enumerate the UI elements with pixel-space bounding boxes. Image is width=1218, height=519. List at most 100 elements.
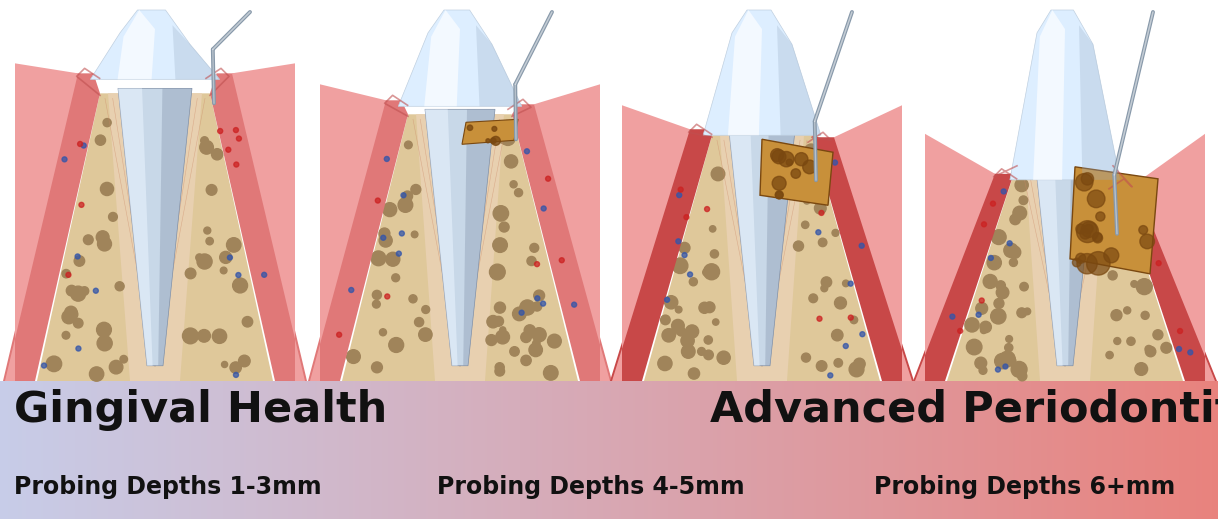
Bar: [907, 381, 910, 519]
Bar: [414, 381, 417, 519]
Circle shape: [688, 272, 693, 277]
Bar: [972, 381, 976, 519]
Bar: [435, 381, 437, 519]
Circle shape: [704, 302, 715, 312]
Bar: [286, 381, 289, 519]
Bar: [514, 381, 516, 519]
Bar: [1200, 381, 1202, 519]
Bar: [10, 381, 13, 519]
Circle shape: [468, 125, 473, 130]
Circle shape: [676, 239, 681, 244]
Circle shape: [521, 332, 531, 343]
Bar: [162, 381, 166, 519]
Circle shape: [818, 210, 823, 215]
Bar: [378, 381, 380, 519]
Bar: [112, 381, 114, 519]
Bar: [737, 381, 739, 519]
Bar: [432, 381, 435, 519]
Bar: [1149, 381, 1152, 519]
Bar: [764, 381, 766, 519]
Circle shape: [1118, 224, 1123, 229]
Polygon shape: [948, 164, 1183, 381]
Bar: [703, 381, 705, 519]
Bar: [789, 381, 793, 519]
Bar: [759, 381, 762, 519]
Bar: [231, 381, 234, 519]
Bar: [996, 381, 1000, 519]
Bar: [228, 381, 230, 519]
Bar: [113, 381, 117, 519]
Circle shape: [234, 162, 239, 167]
Bar: [560, 381, 563, 519]
Bar: [387, 381, 391, 519]
Circle shape: [1093, 233, 1102, 242]
Circle shape: [499, 327, 505, 333]
Circle shape: [486, 139, 490, 143]
Bar: [283, 381, 285, 519]
Bar: [101, 381, 105, 519]
Circle shape: [828, 373, 833, 378]
Circle shape: [1019, 196, 1028, 204]
Circle shape: [1113, 337, 1121, 345]
Bar: [1136, 381, 1140, 519]
Bar: [447, 381, 449, 519]
Bar: [593, 381, 596, 519]
Circle shape: [493, 206, 509, 221]
Bar: [110, 381, 112, 519]
Bar: [453, 381, 456, 519]
Bar: [879, 381, 882, 519]
Bar: [828, 381, 831, 519]
Bar: [304, 381, 307, 519]
Circle shape: [495, 366, 504, 376]
Bar: [1088, 381, 1091, 519]
Bar: [1068, 381, 1071, 519]
Circle shape: [1099, 209, 1111, 221]
Circle shape: [110, 360, 123, 374]
Circle shape: [66, 272, 71, 277]
Bar: [375, 381, 379, 519]
Circle shape: [82, 143, 86, 148]
Bar: [351, 381, 354, 519]
Bar: [229, 381, 233, 519]
Circle shape: [400, 231, 404, 236]
Bar: [881, 381, 884, 519]
Bar: [1111, 381, 1113, 519]
Circle shape: [89, 367, 104, 381]
Bar: [664, 381, 666, 519]
Bar: [983, 381, 985, 519]
Bar: [185, 381, 188, 519]
Circle shape: [116, 282, 124, 291]
Bar: [1027, 381, 1030, 519]
Bar: [544, 381, 547, 519]
Bar: [646, 381, 648, 519]
Polygon shape: [765, 130, 795, 366]
Circle shape: [521, 356, 531, 365]
Circle shape: [371, 362, 382, 373]
Bar: [100, 381, 102, 519]
Bar: [1206, 381, 1208, 519]
Bar: [256, 381, 258, 519]
Bar: [1114, 381, 1117, 519]
Circle shape: [1112, 213, 1125, 226]
Circle shape: [203, 227, 211, 234]
Bar: [132, 381, 135, 519]
Bar: [871, 381, 873, 519]
Circle shape: [76, 346, 80, 351]
Circle shape: [41, 363, 46, 368]
Bar: [15, 381, 17, 519]
Bar: [682, 381, 685, 519]
Bar: [820, 381, 823, 519]
Circle shape: [998, 284, 1004, 290]
Circle shape: [821, 285, 828, 292]
Bar: [767, 381, 770, 519]
Circle shape: [510, 181, 518, 188]
Polygon shape: [425, 110, 495, 366]
Circle shape: [1002, 364, 1009, 369]
Bar: [818, 381, 821, 519]
Bar: [161, 381, 163, 519]
Bar: [292, 381, 295, 519]
Bar: [404, 381, 407, 519]
Bar: [660, 381, 663, 519]
Circle shape: [381, 235, 386, 240]
Circle shape: [493, 317, 503, 326]
